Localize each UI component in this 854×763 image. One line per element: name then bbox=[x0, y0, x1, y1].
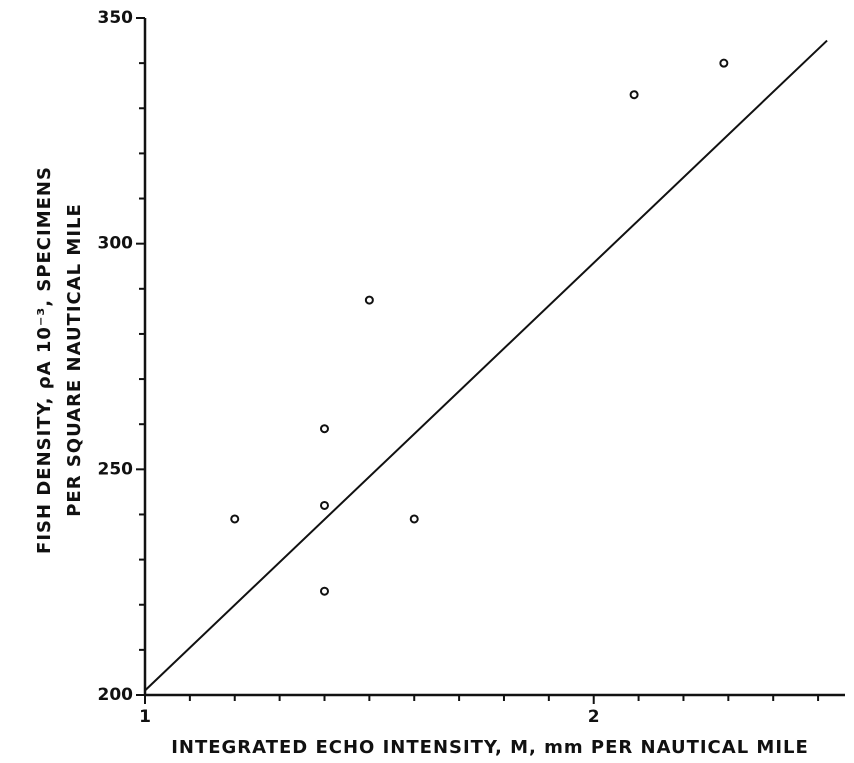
data-point bbox=[319, 500, 329, 510]
x-tick-label: 1 bbox=[139, 707, 151, 727]
data-point bbox=[230, 514, 240, 524]
data-point bbox=[719, 58, 729, 68]
fit-line bbox=[144, 39, 828, 692]
y-tick-label: 200 bbox=[98, 685, 134, 705]
data-point bbox=[364, 295, 374, 305]
data-point bbox=[319, 586, 329, 596]
data-point bbox=[319, 424, 329, 434]
y-axis-label: FISH DENSITY, ρA 10⁻³, SPECIMENS bbox=[34, 166, 55, 554]
y-axis-label: PER SQUARE NAUTICAL MILE bbox=[64, 203, 85, 517]
y-tick-label: 250 bbox=[98, 459, 134, 479]
y-tick-label: 300 bbox=[98, 234, 134, 254]
data-point bbox=[629, 90, 639, 100]
x-tick-label: 2 bbox=[588, 707, 600, 727]
x-axis-label: INTEGRATED ECHO INTENSITY, M, mm PER NAU… bbox=[171, 737, 809, 758]
y-tick-label: 350 bbox=[98, 8, 134, 28]
data-point bbox=[409, 514, 419, 524]
